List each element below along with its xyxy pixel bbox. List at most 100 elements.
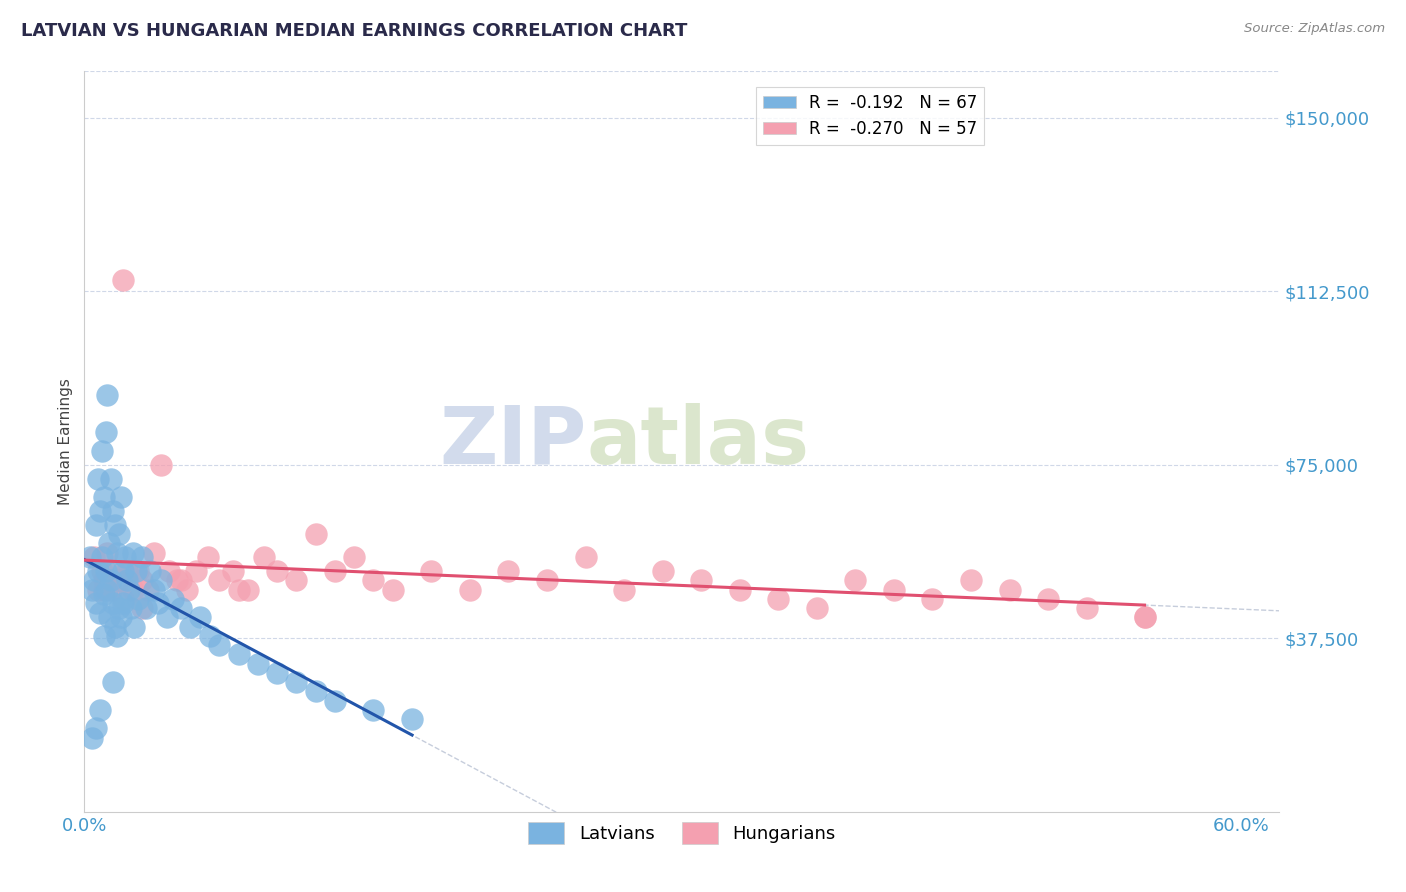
Point — [96, 545, 118, 560]
Point — [150, 458, 173, 472]
Point — [806, 601, 828, 615]
Point — [228, 582, 250, 597]
Point — [135, 601, 157, 615]
Point — [768, 591, 790, 606]
Point — [222, 564, 245, 578]
Point — [121, 545, 143, 560]
Point — [108, 601, 131, 615]
Point — [87, 582, 110, 597]
Point — [960, 574, 983, 588]
Point — [79, 550, 101, 565]
Point — [844, 574, 866, 588]
Point — [381, 582, 404, 597]
Point — [343, 550, 366, 565]
Point — [136, 582, 159, 597]
Point — [266, 665, 288, 680]
Point — [105, 545, 128, 560]
Point — [80, 582, 103, 597]
Point — [176, 582, 198, 597]
Point — [323, 694, 346, 708]
Point — [127, 591, 149, 606]
Point — [305, 684, 328, 698]
Point — [121, 582, 143, 597]
Point — [108, 574, 131, 588]
Point — [111, 564, 134, 578]
Point — [228, 648, 250, 662]
Point — [104, 619, 127, 633]
Point — [131, 550, 153, 565]
Point — [114, 550, 136, 565]
Point — [94, 564, 117, 578]
Point — [170, 601, 193, 615]
Point — [96, 582, 118, 597]
Point — [574, 550, 596, 565]
Point — [87, 471, 110, 485]
Point — [84, 597, 107, 611]
Point — [198, 629, 221, 643]
Point — [98, 536, 121, 550]
Point — [690, 574, 713, 588]
Point — [94, 425, 117, 440]
Point — [188, 610, 211, 624]
Point — [89, 606, 111, 620]
Point — [285, 574, 308, 588]
Point — [105, 629, 128, 643]
Point — [115, 574, 138, 588]
Point — [238, 582, 260, 597]
Point — [108, 527, 131, 541]
Point — [84, 517, 107, 532]
Point — [420, 564, 443, 578]
Point — [93, 490, 115, 504]
Point — [100, 471, 122, 485]
Point — [150, 574, 173, 588]
Point — [87, 564, 110, 578]
Point — [498, 564, 520, 578]
Point — [93, 629, 115, 643]
Point — [921, 591, 943, 606]
Point — [536, 574, 558, 588]
Point — [651, 564, 673, 578]
Text: LATVIAN VS HUNGARIAN MEDIAN EARNINGS CORRELATION CHART: LATVIAN VS HUNGARIAN MEDIAN EARNINGS COR… — [21, 22, 688, 40]
Text: ZIP: ZIP — [439, 402, 586, 481]
Point — [118, 582, 141, 597]
Point — [111, 597, 134, 611]
Point — [162, 591, 184, 606]
Point — [127, 564, 149, 578]
Point — [208, 574, 231, 588]
Point — [104, 517, 127, 532]
Point — [157, 564, 180, 578]
Point — [96, 388, 118, 402]
Point — [131, 574, 153, 588]
Point — [89, 703, 111, 717]
Point — [323, 564, 346, 578]
Point — [998, 582, 1021, 597]
Point — [1133, 610, 1156, 624]
Point — [146, 597, 169, 611]
Point — [90, 564, 112, 578]
Point — [197, 550, 219, 565]
Point — [93, 587, 115, 601]
Point — [115, 564, 138, 578]
Point — [253, 550, 276, 565]
Point — [103, 504, 125, 518]
Point — [305, 527, 328, 541]
Point — [142, 582, 165, 597]
Point — [89, 504, 111, 518]
Point — [100, 582, 122, 597]
Y-axis label: Median Earnings: Median Earnings — [58, 378, 73, 505]
Point — [363, 703, 385, 717]
Point — [883, 582, 905, 597]
Text: Source: ZipAtlas.com: Source: ZipAtlas.com — [1244, 22, 1385, 36]
Point — [186, 564, 208, 578]
Point — [93, 574, 115, 588]
Point — [125, 564, 148, 578]
Point — [179, 619, 201, 633]
Point — [83, 550, 105, 565]
Point — [110, 610, 132, 624]
Point — [111, 591, 134, 606]
Point — [84, 722, 107, 736]
Point — [246, 657, 269, 671]
Point — [266, 564, 288, 578]
Point — [100, 574, 122, 588]
Point — [111, 272, 134, 286]
